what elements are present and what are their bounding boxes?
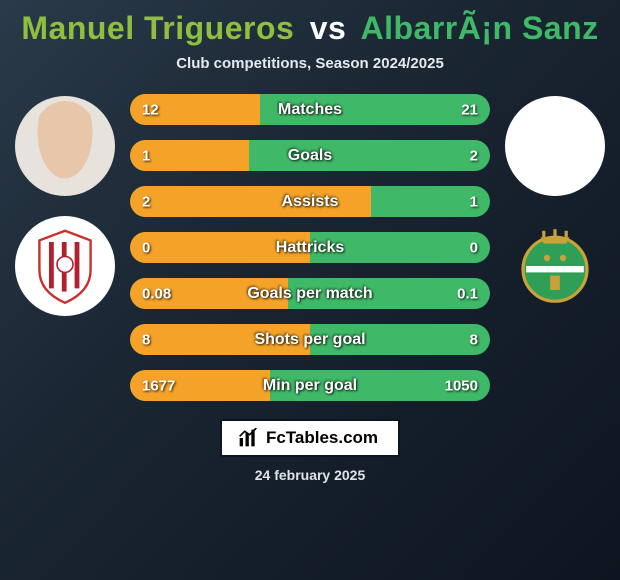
stat-label: Shots per goal	[254, 331, 365, 349]
player2-avatar	[505, 96, 605, 196]
stat-value-right: 0.1	[457, 285, 478, 302]
face-placeholder-icon	[30, 101, 100, 191]
stat-value-right: 1050	[445, 377, 478, 394]
stat-label: Goals	[288, 147, 332, 165]
stat-value-left: 1	[142, 147, 150, 164]
left-column	[10, 90, 120, 316]
stat-label: Goals per match	[247, 285, 372, 303]
page-title: Manuel Trigueros vs AlbarrÃ¡n Sanz	[10, 10, 610, 47]
badge-text: FcTables.com	[266, 428, 378, 448]
stat-label: Assists	[282, 193, 339, 211]
stat-bar: 8 Shots per goal 8	[130, 324, 490, 355]
granada-crest-icon	[25, 226, 105, 306]
stat-value-left: 0.08	[142, 285, 171, 302]
stat-bar: 2 Assists 1	[130, 186, 490, 217]
stat-value-right: 0	[470, 239, 478, 256]
title-vs: vs	[310, 10, 347, 46]
fctables-badge[interactable]: FcTables.com	[220, 419, 400, 457]
stat-value-left: 8	[142, 331, 150, 348]
date-text: 24 february 2025	[255, 467, 366, 483]
player1-club-crest	[15, 216, 115, 316]
stat-value-left: 1677	[142, 377, 175, 394]
title-player2: AlbarrÃ¡n Sanz	[360, 10, 598, 46]
stat-bar: 0 Hattricks 0	[130, 232, 490, 263]
stat-value-right: 2	[470, 147, 478, 164]
stat-label: Hattricks	[276, 239, 344, 257]
right-column	[500, 90, 610, 316]
subtitle: Club competitions, Season 2024/2025	[10, 55, 610, 72]
bar-chart-icon	[238, 428, 258, 448]
stat-value-left: 0	[142, 239, 150, 256]
stat-label: Min per goal	[263, 377, 357, 395]
player1-avatar	[15, 96, 115, 196]
stat-label: Matches	[278, 101, 342, 119]
stat-value-right: 21	[461, 101, 478, 118]
stat-value-right: 8	[470, 331, 478, 348]
title-player1: Manuel Trigueros	[21, 10, 294, 46]
cordoba-crest-icon	[515, 226, 595, 306]
stat-value-right: 1	[470, 193, 478, 210]
stat-bar: 0.08 Goals per match 0.1	[130, 278, 490, 309]
stats-bars: 12 Matches 21 1 Goals 2 2 Assists 1 0 Hattricks 0 0.…	[130, 90, 490, 401]
stat-value-left: 12	[142, 101, 159, 118]
stat-bar: 1677 Min per goal 1050	[130, 370, 490, 401]
stat-bar: 1 Goals 2	[130, 140, 490, 171]
player2-club-crest	[505, 216, 605, 316]
stat-bar: 12 Matches 21	[130, 94, 490, 125]
stat-value-left: 2	[142, 193, 150, 210]
